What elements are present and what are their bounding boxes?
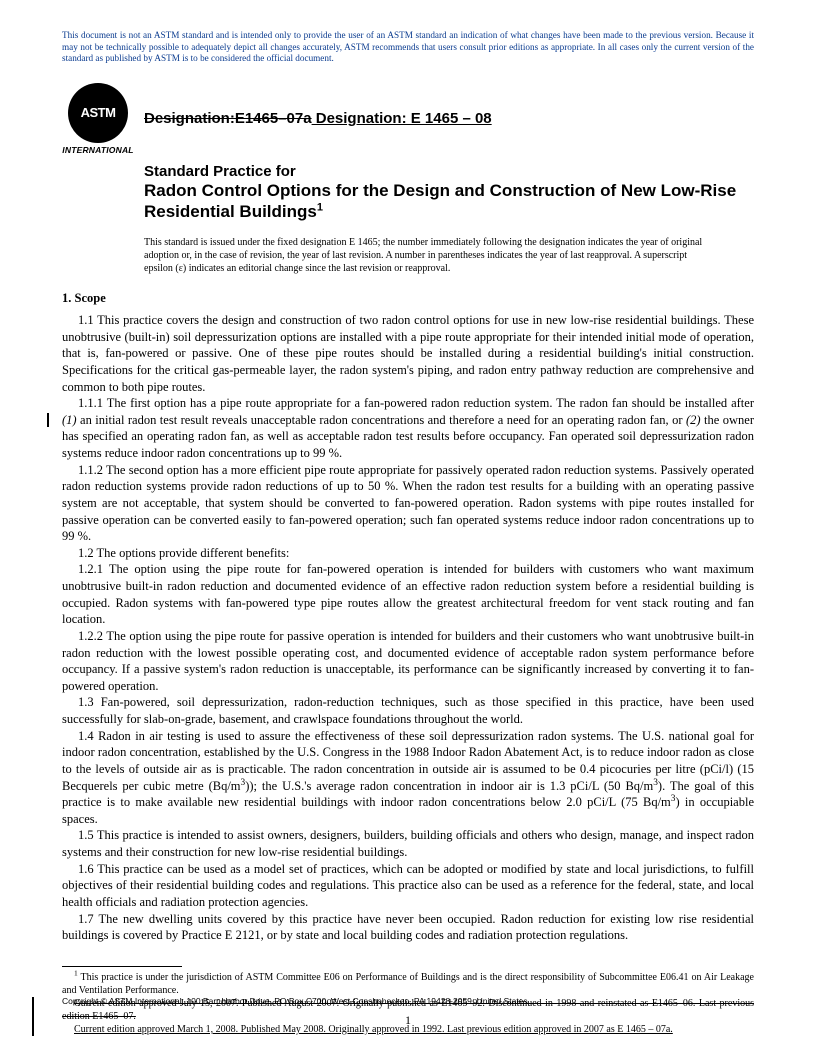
designation-old: Designation:E1465–07a	[144, 110, 312, 127]
designation: Designation:E1465–07a Designation: E 146…	[144, 110, 492, 127]
section-1-head: 1. Scope	[62, 291, 754, 306]
title-line1: Standard Practice for	[144, 163, 754, 180]
page-number: 1	[0, 1013, 816, 1028]
footnote-rule	[62, 966, 182, 967]
para-1-1-1: 1.1.1 The first option has a pipe route …	[62, 395, 754, 462]
astm-logo-text: ASTM	[81, 105, 116, 120]
para-1-4: 1.4 Radon in air testing is used to assu…	[62, 728, 754, 828]
issued-note: This standard is issued under the fixed …	[144, 236, 704, 275]
para-1-2-2: 1.2.2 The option using the pipe route fo…	[62, 628, 754, 695]
title-line2: Radon Control Options for the Design and…	[144, 180, 754, 223]
para-1-1: 1.1 This practice covers the design and …	[62, 312, 754, 395]
para-1-2: 1.2 The options provide different benefi…	[62, 545, 754, 562]
para-1-2-1: 1.2.1 The option using the pipe route fo…	[62, 561, 754, 628]
disclaimer-text: This document is not an ASTM standard an…	[62, 30, 754, 65]
astm-logo: ASTM INTERNATIONAL	[62, 83, 134, 155]
para-1-1-2: 1.1.2 The second option has a more effic…	[62, 462, 754, 545]
title-superscript: 1	[317, 201, 323, 213]
para-1-6: 1.6 This practice can be used as a model…	[62, 861, 754, 911]
para-1-3: 1.3 Fan-powered, soil depressurization, …	[62, 694, 754, 727]
astm-logo-label: INTERNATIONAL	[62, 145, 134, 155]
page: This document is not an ASTM standard an…	[0, 0, 816, 1056]
astm-logo-circle: ASTM	[68, 83, 128, 143]
header-row: ASTM INTERNATIONAL Designation:E1465–07a…	[62, 83, 754, 155]
designation-new: Designation: E 1465 – 08	[312, 110, 492, 127]
title-line2-text: Radon Control Options for the Design and…	[144, 181, 736, 221]
para-1-5: 1.5 This practice is intended to assist …	[62, 827, 754, 860]
para-1-7: 1.7 The new dwelling units covered by th…	[62, 911, 754, 944]
footnote-1: 1 This practice is under the jurisdictio…	[62, 971, 754, 997]
title-block: Standard Practice for Radon Control Opti…	[144, 163, 754, 223]
copyright: Copyright © ASTM International, 100 Barr…	[62, 996, 754, 1006]
body-text: 1.1 This practice covers the design and …	[62, 312, 754, 944]
